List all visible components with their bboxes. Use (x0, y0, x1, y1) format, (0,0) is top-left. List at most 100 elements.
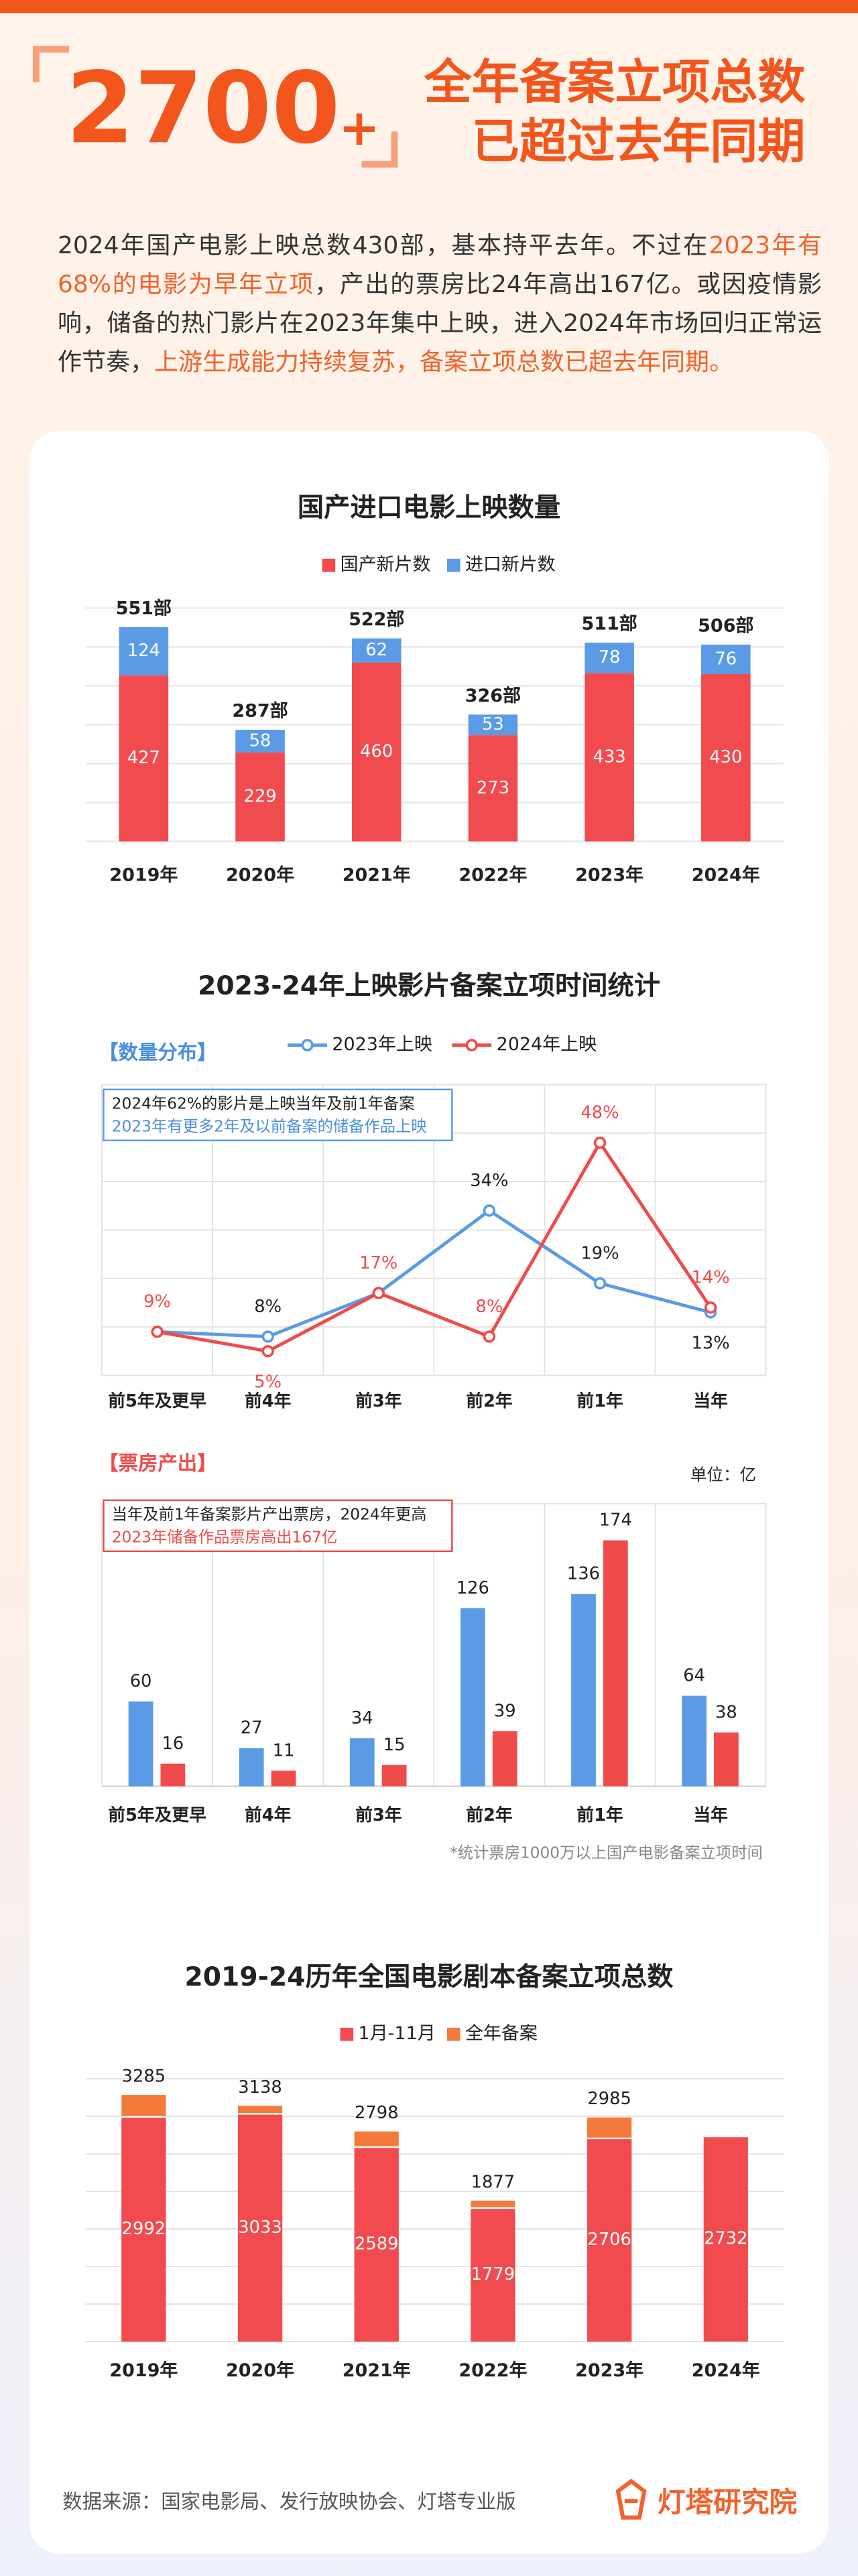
legend-label: 1月-11月 (359, 2023, 436, 2044)
bar (682, 1695, 707, 1787)
bar-segment (468, 735, 518, 842)
value-label: 8% (254, 1297, 282, 1317)
bar-label: 427 (127, 748, 160, 768)
line-point (483, 1204, 496, 1217)
x-tick-label: 2023年 (575, 864, 644, 886)
value-label: 38 (715, 1702, 737, 1722)
line-point (151, 1326, 164, 1338)
x-tick-label: 2019年 (109, 2360, 178, 2381)
line-series (157, 1139, 713, 1353)
value-label: 2798 (355, 2103, 399, 2123)
legend-swatch (446, 2027, 461, 2041)
value-label: 64 (683, 1666, 705, 1686)
value-label: 48% (580, 1103, 619, 1123)
card (29, 430, 829, 2554)
x-tick-label: 当年 (693, 1391, 728, 1411)
bar-segment (701, 673, 751, 842)
line-point (261, 1345, 274, 1358)
brand-icon (615, 2478, 647, 2520)
annotation-box (103, 1088, 453, 1142)
bar-label: 78 (599, 647, 621, 667)
bar-segment (585, 673, 634, 842)
bar-segment (235, 729, 285, 753)
value-label: 1877 (471, 2172, 515, 2192)
chart-title: 2019-24历年全国电影剧本备案立项总数 (184, 1961, 674, 1992)
bar-segment (468, 714, 518, 736)
highlight-text: 上游生成能力持续复苏，备案立项总数已超去年同期。 (154, 348, 734, 376)
bar-segment (119, 675, 169, 842)
value-label: 174 (599, 1510, 632, 1531)
x-tick-label: 前2年 (466, 1391, 513, 1411)
value-label: 1779 (471, 2264, 515, 2284)
bar (471, 2207, 515, 2342)
total-label: 506部 (698, 615, 753, 636)
value-label: 2706 (587, 2230, 631, 2250)
bar-segment (351, 662, 402, 842)
x-tick-label: 2021年 (343, 2360, 411, 2381)
bar-label: 53 (482, 714, 504, 734)
total-label: 287部 (232, 700, 288, 721)
headline-title: 已超过去年同期 (472, 113, 806, 169)
x-tick-label: 前1年 (576, 1805, 623, 1825)
legend-label: 国产新片数 (341, 554, 431, 575)
legend-marker (465, 1039, 478, 1051)
total-label: 551部 (116, 597, 172, 619)
legend-swatch (322, 558, 336, 572)
bar (492, 1731, 517, 1787)
chart-title: 国产进口电影上映数量 (298, 493, 560, 523)
value-label: 14% (692, 1268, 730, 1288)
body-text: 2024年国产电影上映总数430部，基本持平去年。不过在 (58, 232, 709, 259)
bar-segment (585, 642, 634, 673)
x-tick-label: 2024年 (692, 2360, 760, 2381)
body-text: ，产出的票房比24年高出167亿。或因疫情影响，储备的热门影片在2023年集中上… (58, 271, 822, 376)
bar (714, 1732, 739, 1787)
bar (128, 1701, 154, 1787)
bar (587, 2138, 632, 2342)
headline-plus: + (339, 100, 380, 157)
value-label: 2992 (122, 2219, 166, 2239)
line-point (593, 1137, 607, 1149)
bar-segment (235, 752, 285, 842)
annotation: 2024年62%的影片是上映当年及前1年备案 (112, 1094, 415, 1112)
x-tick-label: 前4年 (245, 1805, 292, 1825)
bar (603, 1540, 628, 1787)
bar (460, 1608, 485, 1787)
value-label: 15 (383, 1735, 406, 1755)
bar-label: 433 (593, 747, 626, 767)
line-point (593, 1277, 607, 1290)
bar-label: 460 (360, 742, 393, 762)
value-label: 9% (143, 1292, 171, 1312)
x-tick-label: 前1年 (576, 1391, 623, 1411)
section-label: 【票房产出】 (99, 1452, 217, 1474)
x-tick-label: 前3年 (355, 1391, 402, 1411)
brand: 灯塔研究院 (658, 2486, 797, 2518)
x-tick-label: 前4年 (245, 1391, 292, 1411)
bar (703, 2136, 748, 2342)
line-point (483, 1330, 496, 1343)
value-label: 136 (567, 1564, 600, 1584)
bar-label: 76 (715, 649, 737, 669)
total-label: 326部 (465, 685, 521, 706)
legend-swatch (340, 2027, 354, 2041)
x-tick-label: 前3年 (355, 1805, 402, 1825)
headline-number: 2700 (66, 50, 340, 166)
value-label: 2589 (355, 2234, 399, 2254)
value-label: 3033 (238, 2217, 282, 2238)
value-label: 3138 (238, 2077, 282, 2098)
bar (571, 1594, 596, 1787)
value-label: 126 (456, 1578, 489, 1598)
total-label: 511部 (581, 613, 637, 634)
bar-label: 62 (365, 640, 387, 660)
legend-label: 全年备案 (465, 2023, 538, 2044)
unit-label: 单位：亿 (690, 1465, 756, 1484)
highlight-text: 2023年有68%的电影为早年立项 (58, 232, 822, 298)
x-tick-label: 2019年 (109, 864, 178, 886)
value-label: 39 (494, 1701, 516, 1721)
bar (349, 1738, 375, 1787)
chart-title: 2023-24年上映影片备案立项时间统计 (198, 971, 660, 1001)
intro-paragraph: 2024年国产电影上映总数430部，基本持平去年。不过在2023年有68%的电影… (58, 227, 822, 382)
bar (160, 1763, 186, 1787)
value-label: 34% (470, 1171, 508, 1191)
source-note: 数据来源：国家电影局、发行放映协会、灯塔专业版 (62, 2490, 515, 2513)
